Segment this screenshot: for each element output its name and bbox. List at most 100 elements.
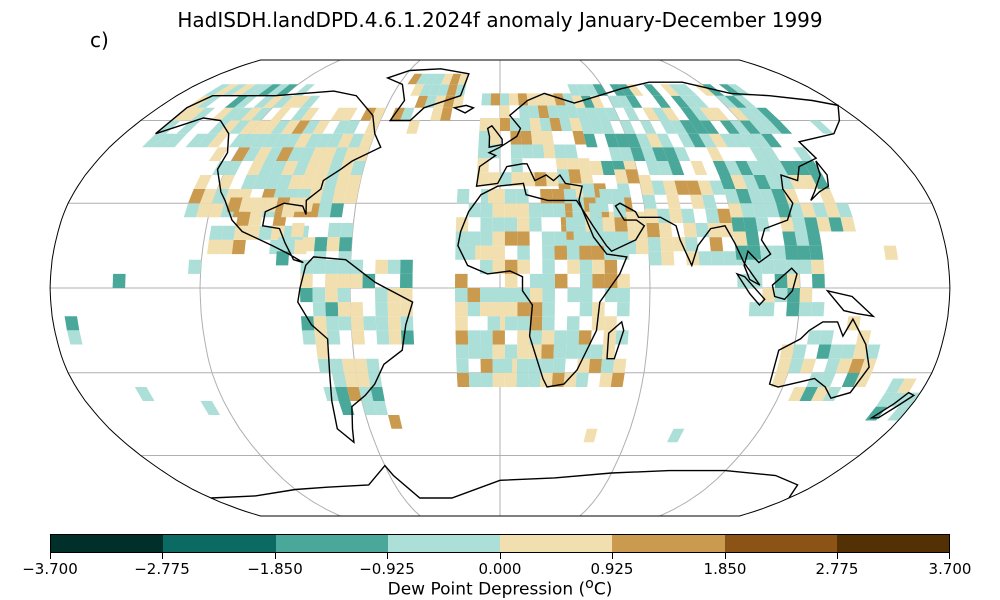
grid-cell bbox=[583, 428, 598, 443]
grid-cell bbox=[799, 387, 819, 401]
grid-cell bbox=[661, 107, 680, 121]
grid-cell bbox=[388, 316, 401, 331]
grid-cell bbox=[516, 189, 529, 204]
grid-cell bbox=[531, 131, 544, 145]
grid-cell bbox=[280, 120, 301, 134]
grid-cell bbox=[729, 120, 751, 134]
grid-cell bbox=[221, 225, 236, 240]
grid-cell bbox=[705, 208, 720, 223]
grid-cell bbox=[518, 105, 530, 118]
grid-cell bbox=[338, 401, 355, 415]
grid-cell bbox=[735, 189, 752, 204]
grid-cell bbox=[816, 344, 832, 359]
grid-cell bbox=[846, 316, 861, 331]
grid-cell bbox=[588, 203, 603, 218]
grid-cell bbox=[208, 203, 224, 218]
grid-cell bbox=[603, 316, 617, 331]
grid-cell bbox=[735, 161, 754, 175]
grid-cell bbox=[689, 107, 710, 121]
grid-cell bbox=[480, 231, 493, 246]
grid-cell bbox=[250, 197, 267, 212]
grid-cell bbox=[462, 245, 476, 260]
colorbar-segment bbox=[387, 535, 500, 552]
grid-cell bbox=[818, 372, 836, 387]
grid-cell bbox=[344, 189, 359, 204]
grid-cell bbox=[489, 131, 500, 145]
grid-cell bbox=[257, 84, 282, 96]
colorbar-segment bbox=[612, 535, 725, 552]
grid-cell bbox=[210, 107, 235, 121]
grid-cell bbox=[668, 84, 689, 96]
grid-cell bbox=[689, 120, 709, 134]
grid-cell bbox=[779, 217, 795, 232]
grid-cell bbox=[400, 273, 413, 288]
colorbar-segment bbox=[51, 535, 164, 552]
grid-cell bbox=[743, 217, 758, 232]
grid-cell bbox=[580, 95, 595, 108]
grid-cell bbox=[504, 203, 517, 218]
grid-cell bbox=[388, 415, 403, 429]
colorbar-tick-label: −2.775 bbox=[134, 560, 190, 578]
grid-cell bbox=[806, 231, 822, 246]
grid-cell bbox=[760, 133, 782, 148]
grid-cell bbox=[504, 316, 518, 331]
grid-cell bbox=[346, 175, 362, 189]
grid-cell bbox=[746, 107, 770, 121]
grid-cell bbox=[630, 147, 646, 161]
grid-cell bbox=[669, 120, 688, 134]
grid-cell bbox=[335, 387, 351, 401]
grid-cell bbox=[684, 237, 699, 252]
grid-cell bbox=[332, 372, 347, 387]
grid-cell bbox=[219, 239, 234, 255]
colorbar-tick-label: −0.925 bbox=[359, 560, 415, 578]
grid-cell bbox=[517, 231, 530, 246]
grid-cell bbox=[613, 169, 629, 184]
grid-cell bbox=[516, 203, 530, 218]
grid-cell bbox=[258, 161, 276, 175]
grid-cell bbox=[200, 189, 218, 204]
grid-cell bbox=[312, 120, 331, 134]
sumatra-coast bbox=[735, 272, 766, 307]
grid-cell bbox=[478, 131, 490, 145]
grid-cell bbox=[335, 175, 351, 189]
grid-cell bbox=[230, 107, 254, 121]
coastlines bbox=[155, 68, 916, 499]
grid-cell bbox=[325, 302, 339, 317]
grid-cell bbox=[287, 175, 305, 189]
grid-cell bbox=[287, 147, 305, 161]
grid-cell bbox=[529, 118, 542, 131]
grid-cell bbox=[557, 169, 571, 184]
grid-cell bbox=[480, 372, 493, 387]
grid-cell bbox=[449, 73, 462, 85]
grid-cell bbox=[517, 245, 530, 260]
grid-cell bbox=[710, 251, 725, 266]
grid-cell bbox=[350, 302, 364, 317]
grid-cell bbox=[196, 203, 212, 218]
grid-cell bbox=[607, 95, 624, 108]
grid-cell bbox=[659, 84, 680, 96]
new-guinea-coast bbox=[825, 289, 876, 318]
grid-cell bbox=[270, 107, 292, 121]
grid-cell bbox=[579, 245, 593, 260]
grid-cell bbox=[709, 180, 726, 195]
grid-cell bbox=[325, 288, 338, 303]
grid-cell bbox=[245, 225, 261, 240]
greenland-coast bbox=[385, 68, 470, 122]
grid-cell bbox=[774, 288, 788, 303]
grid-cell bbox=[828, 344, 844, 359]
grid-cell bbox=[467, 330, 481, 345]
grid-cell bbox=[504, 231, 518, 246]
grid-cell bbox=[350, 273, 363, 288]
grid-cell bbox=[645, 161, 662, 175]
grid-cell bbox=[680, 208, 696, 223]
grid-cell bbox=[718, 175, 736, 189]
grid-cell bbox=[592, 84, 608, 96]
grid-cell bbox=[539, 118, 552, 131]
colorbar-tick bbox=[949, 553, 950, 559]
grid-cell bbox=[467, 288, 480, 303]
grid-cell bbox=[441, 73, 454, 85]
grid-cell bbox=[541, 344, 554, 359]
grid-cell bbox=[231, 147, 251, 161]
grid-cell bbox=[610, 189, 625, 204]
grid-cell bbox=[651, 180, 667, 195]
